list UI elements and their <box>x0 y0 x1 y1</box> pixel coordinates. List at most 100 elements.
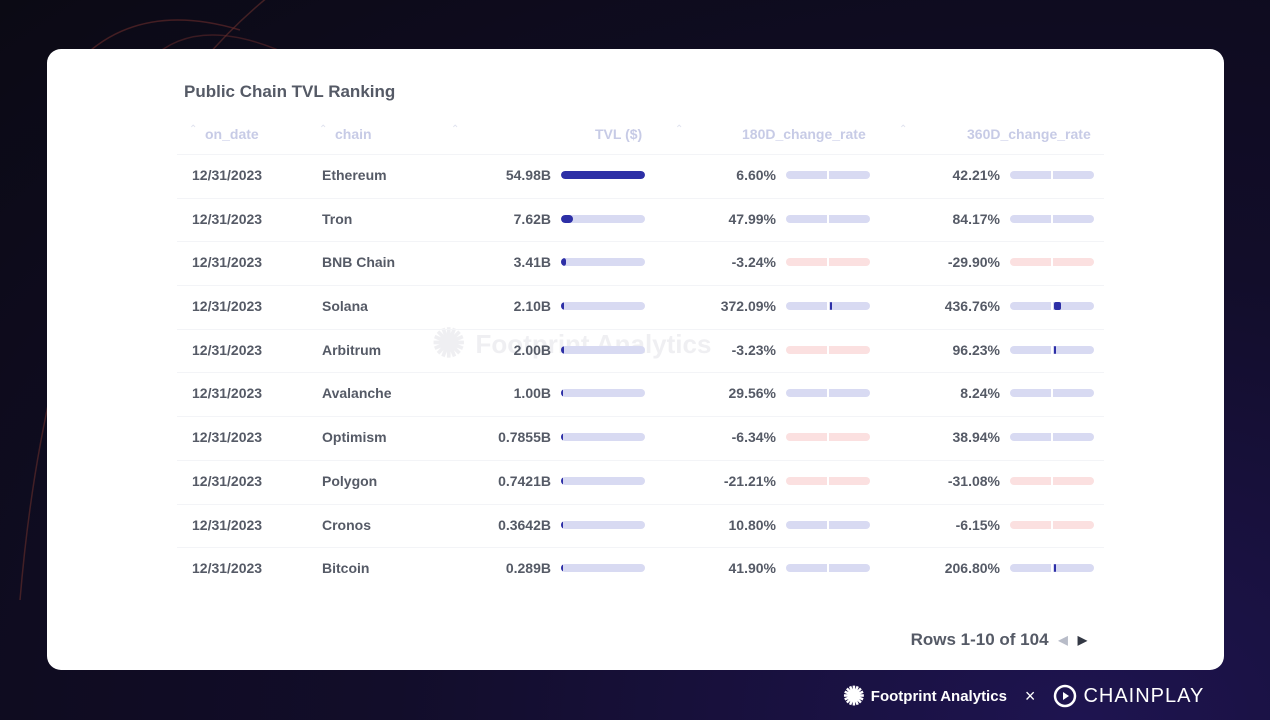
cell-360d-change: 84.17% <box>952 210 1000 227</box>
cell-tvl: 7.62B <box>513 210 551 227</box>
360d-change-bar <box>1010 520 1094 529</box>
cell-chain: Avalanche <box>322 385 392 402</box>
tvl-bar <box>561 258 645 267</box>
table-row: 12/31/2023 BNB Chain 3.41B -3.24% -29.90% <box>177 241 1104 285</box>
cell-tvl: 3.41B <box>513 254 551 271</box>
tvl-bar-fill <box>561 433 563 442</box>
tvl-bar <box>561 564 645 573</box>
cell-tvl: 2.10B <box>513 298 551 315</box>
tvl-table: ⌃ on_date ⌃ chain ⌃ TVL ($) ⌃ 180D_chang… <box>177 114 1104 591</box>
180d-change-bar-midline <box>827 520 829 529</box>
180d-change-bar <box>786 302 870 311</box>
cell-180d-change: -3.24% <box>731 254 776 271</box>
chevron-left-icon[interactable]: ◀ <box>1058 633 1068 647</box>
footer-brand-footprint: Footprint Analytics <box>870 687 1007 705</box>
tvl-bar <box>561 171 645 179</box>
table-row: 12/31/2023 Bitcoin 0.289B 41.90% 206.80% <box>177 547 1104 591</box>
tvl-bar <box>561 302 645 311</box>
cell-360d-change: -31.08% <box>947 472 1000 489</box>
360d-change-bar <box>1010 564 1094 573</box>
chevron-right-icon[interactable]: ▶ <box>1077 633 1087 647</box>
180d-change-bar <box>786 214 870 223</box>
table-body: 12/31/2023 Ethereum 54.98B 6.60% 42.21% 12/31… <box>177 154 1104 591</box>
tvl-bar <box>561 214 645 223</box>
360d-change-bar-midline <box>1051 433 1053 442</box>
chainplay-logo-icon <box>1054 684 1077 708</box>
cell-360d-change: 206.80% <box>944 560 1000 577</box>
table-row: 12/31/2023 Solana 2.10B 372.09% 436.76% <box>177 285 1104 329</box>
360d-change-bar <box>1010 345 1094 354</box>
360d-change-bar-marker <box>1054 302 1061 311</box>
footprint-logo-icon: ✺ <box>843 680 865 711</box>
footer-branding: ✺ Footprint Analytics × CHAINPLAY <box>843 680 1204 712</box>
column-header-tvl[interactable]: TVL ($) <box>595 126 643 142</box>
360d-change-bar-midline <box>1051 214 1053 223</box>
cell-360d-change: 42.21% <box>952 167 1000 183</box>
sort-caret-icon[interactable]: ⌃ <box>675 124 684 135</box>
tvl-bar <box>561 389 645 398</box>
360d-change-bar-midline <box>1051 258 1053 267</box>
cell-360d-change: -6.15% <box>955 516 1000 533</box>
tvl-bar-fill <box>561 389 563 398</box>
sort-caret-icon[interactable]: ⌃ <box>189 124 198 135</box>
cell-180d-change: 6.60% <box>736 167 776 183</box>
column-header-on-date[interactable]: on_date <box>205 126 259 142</box>
sort-caret-icon[interactable]: ⌃ <box>899 124 908 135</box>
360d-change-bar <box>1010 433 1094 442</box>
cell-360d-change: 436.76% <box>944 298 1000 315</box>
tvl-bar-fill <box>561 520 563 529</box>
360d-change-bar-midline <box>1051 520 1053 529</box>
tvl-bar-fill <box>561 214 573 223</box>
180d-change-bar-marker <box>830 302 832 311</box>
cell-180d-change: 372.09% <box>720 298 776 315</box>
180d-change-bar-midline <box>827 564 829 573</box>
table-row: 12/31/2023 Ethereum 54.98B 6.60% 42.21% <box>177 154 1104 198</box>
table-row: 12/31/2023 Avalanche 1.00B 29.56% 8.24% <box>177 372 1104 416</box>
360d-change-bar-midline <box>1051 389 1053 398</box>
180d-change-bar <box>786 433 870 442</box>
table-card: Public Chain TVL Ranking ✺ Footprint Ana… <box>47 49 1224 670</box>
cell-180d-change: 41.90% <box>728 560 776 577</box>
360d-change-bar <box>1010 214 1094 223</box>
sort-caret-icon[interactable]: ⌃ <box>451 124 460 135</box>
180d-change-bar-midline <box>827 214 829 223</box>
pagination-label: Rows 1-10 of 104 <box>910 630 1049 649</box>
cell-tvl: 1.00B <box>513 385 551 402</box>
360d-change-bar <box>1010 476 1094 485</box>
column-header-360d[interactable]: 360D_change_rate <box>967 126 1091 142</box>
cell-360d-change: 8.24% <box>960 385 1000 402</box>
tvl-bar-fill <box>561 302 565 311</box>
cell-on-date: 12/31/2023 <box>192 254 263 271</box>
360d-change-bar-marker <box>1054 564 1056 573</box>
cell-chain: Bitcoin <box>322 560 370 577</box>
sort-caret-icon[interactable]: ⌃ <box>319 124 328 135</box>
180d-change-bar <box>786 520 870 529</box>
tvl-bar <box>561 520 645 529</box>
cell-on-date: 12/31/2023 <box>192 341 263 358</box>
360d-change-bar-midline <box>1051 171 1053 179</box>
360d-change-bar <box>1010 171 1094 179</box>
column-header-180d[interactable]: 180D_change_rate <box>742 126 866 142</box>
cell-180d-change: 29.56% <box>728 385 776 402</box>
180d-change-bar-midline <box>827 476 829 485</box>
tvl-bar-fill <box>561 564 563 573</box>
cell-chain: Tron <box>322 210 353 227</box>
cell-tvl: 0.289B <box>505 560 551 577</box>
column-header-chain[interactable]: chain <box>335 126 372 142</box>
pagination: Rows 1-10 of 104 ◀ ▶ <box>911 630 1087 650</box>
180d-change-bar <box>786 258 870 267</box>
table-row: 12/31/2023 Polygon 0.7421B -21.21% -31.08% <box>177 459 1104 504</box>
cell-180d-change: 47.99% <box>728 210 776 227</box>
cell-tvl: 0.3642B <box>498 516 551 533</box>
cell-chain: Solana <box>322 298 368 315</box>
tvl-bar <box>561 476 645 485</box>
180d-change-bar-midline <box>827 433 829 442</box>
cell-on-date: 12/31/2023 <box>192 167 263 183</box>
cell-chain: Arbitrum <box>322 341 382 358</box>
360d-change-bar <box>1010 389 1094 398</box>
cell-chain: Ethereum <box>322 167 387 183</box>
cell-tvl: 2.00B <box>513 341 551 358</box>
360d-change-bar-marker <box>1054 345 1056 354</box>
cell-tvl: 54.98B <box>505 167 551 183</box>
180d-change-bar-midline <box>827 258 829 267</box>
